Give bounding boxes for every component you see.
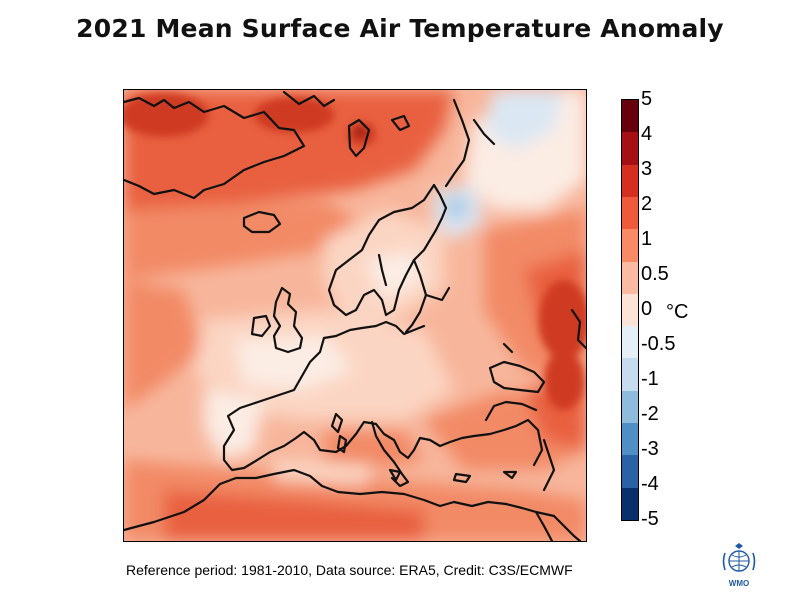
colorbar — [621, 99, 639, 521]
colorbar-segment — [622, 390, 638, 424]
colorbar-tick-label: 0.5 — [641, 263, 669, 285]
colorbar-tick-label: -5 — [641, 508, 659, 530]
colorbar-segment — [622, 164, 638, 198]
colorbar-segment — [622, 423, 638, 456]
colorbar-segment — [622, 100, 638, 133]
colorbar-tick-label: -1 — [641, 368, 659, 390]
colorbar-tick-label: 3 — [641, 158, 653, 180]
wmo-logo: WMO — [717, 543, 761, 591]
colorbar-unit: °C — [666, 301, 689, 323]
footer-credit: Reference period: 1981-2010, Data source… — [126, 562, 573, 578]
colorbar-segment — [622, 132, 638, 166]
colorbar-tick-label: -2 — [641, 403, 659, 425]
colorbar-segment — [622, 196, 638, 230]
colorbar-segment — [622, 293, 638, 327]
wmo-logo-text: WMO — [728, 579, 750, 588]
map-canvas — [124, 90, 586, 541]
colorbar-tick-label: 2 — [641, 193, 653, 215]
colorbar-tick-label: 1 — [641, 228, 653, 250]
colorbar-segment — [622, 487, 638, 521]
colorbar-tick-label: -4 — [641, 473, 659, 495]
colorbar-tick-label: 0 — [641, 298, 653, 320]
colorbar-tick-label: -3 — [641, 438, 659, 460]
colorbar-segment — [622, 229, 638, 263]
wmo-emblem-icon — [722, 543, 756, 572]
anomaly-shading — [124, 90, 586, 541]
colorbar-tick-label: 5 — [641, 88, 653, 110]
coastlines — [124, 90, 586, 541]
colorbar-segment — [622, 261, 638, 295]
colorbar-tick-label: 4 — [641, 123, 653, 145]
colorbar-segment — [622, 326, 638, 359]
temperature-anomaly-map — [123, 89, 587, 542]
map-title: 2021 Mean Surface Air Temperature Anomal… — [76, 14, 724, 43]
colorbar-segment — [622, 358, 638, 392]
colorbar-segment — [622, 455, 638, 489]
colorbar-tick-label: -0.5 — [641, 333, 676, 355]
